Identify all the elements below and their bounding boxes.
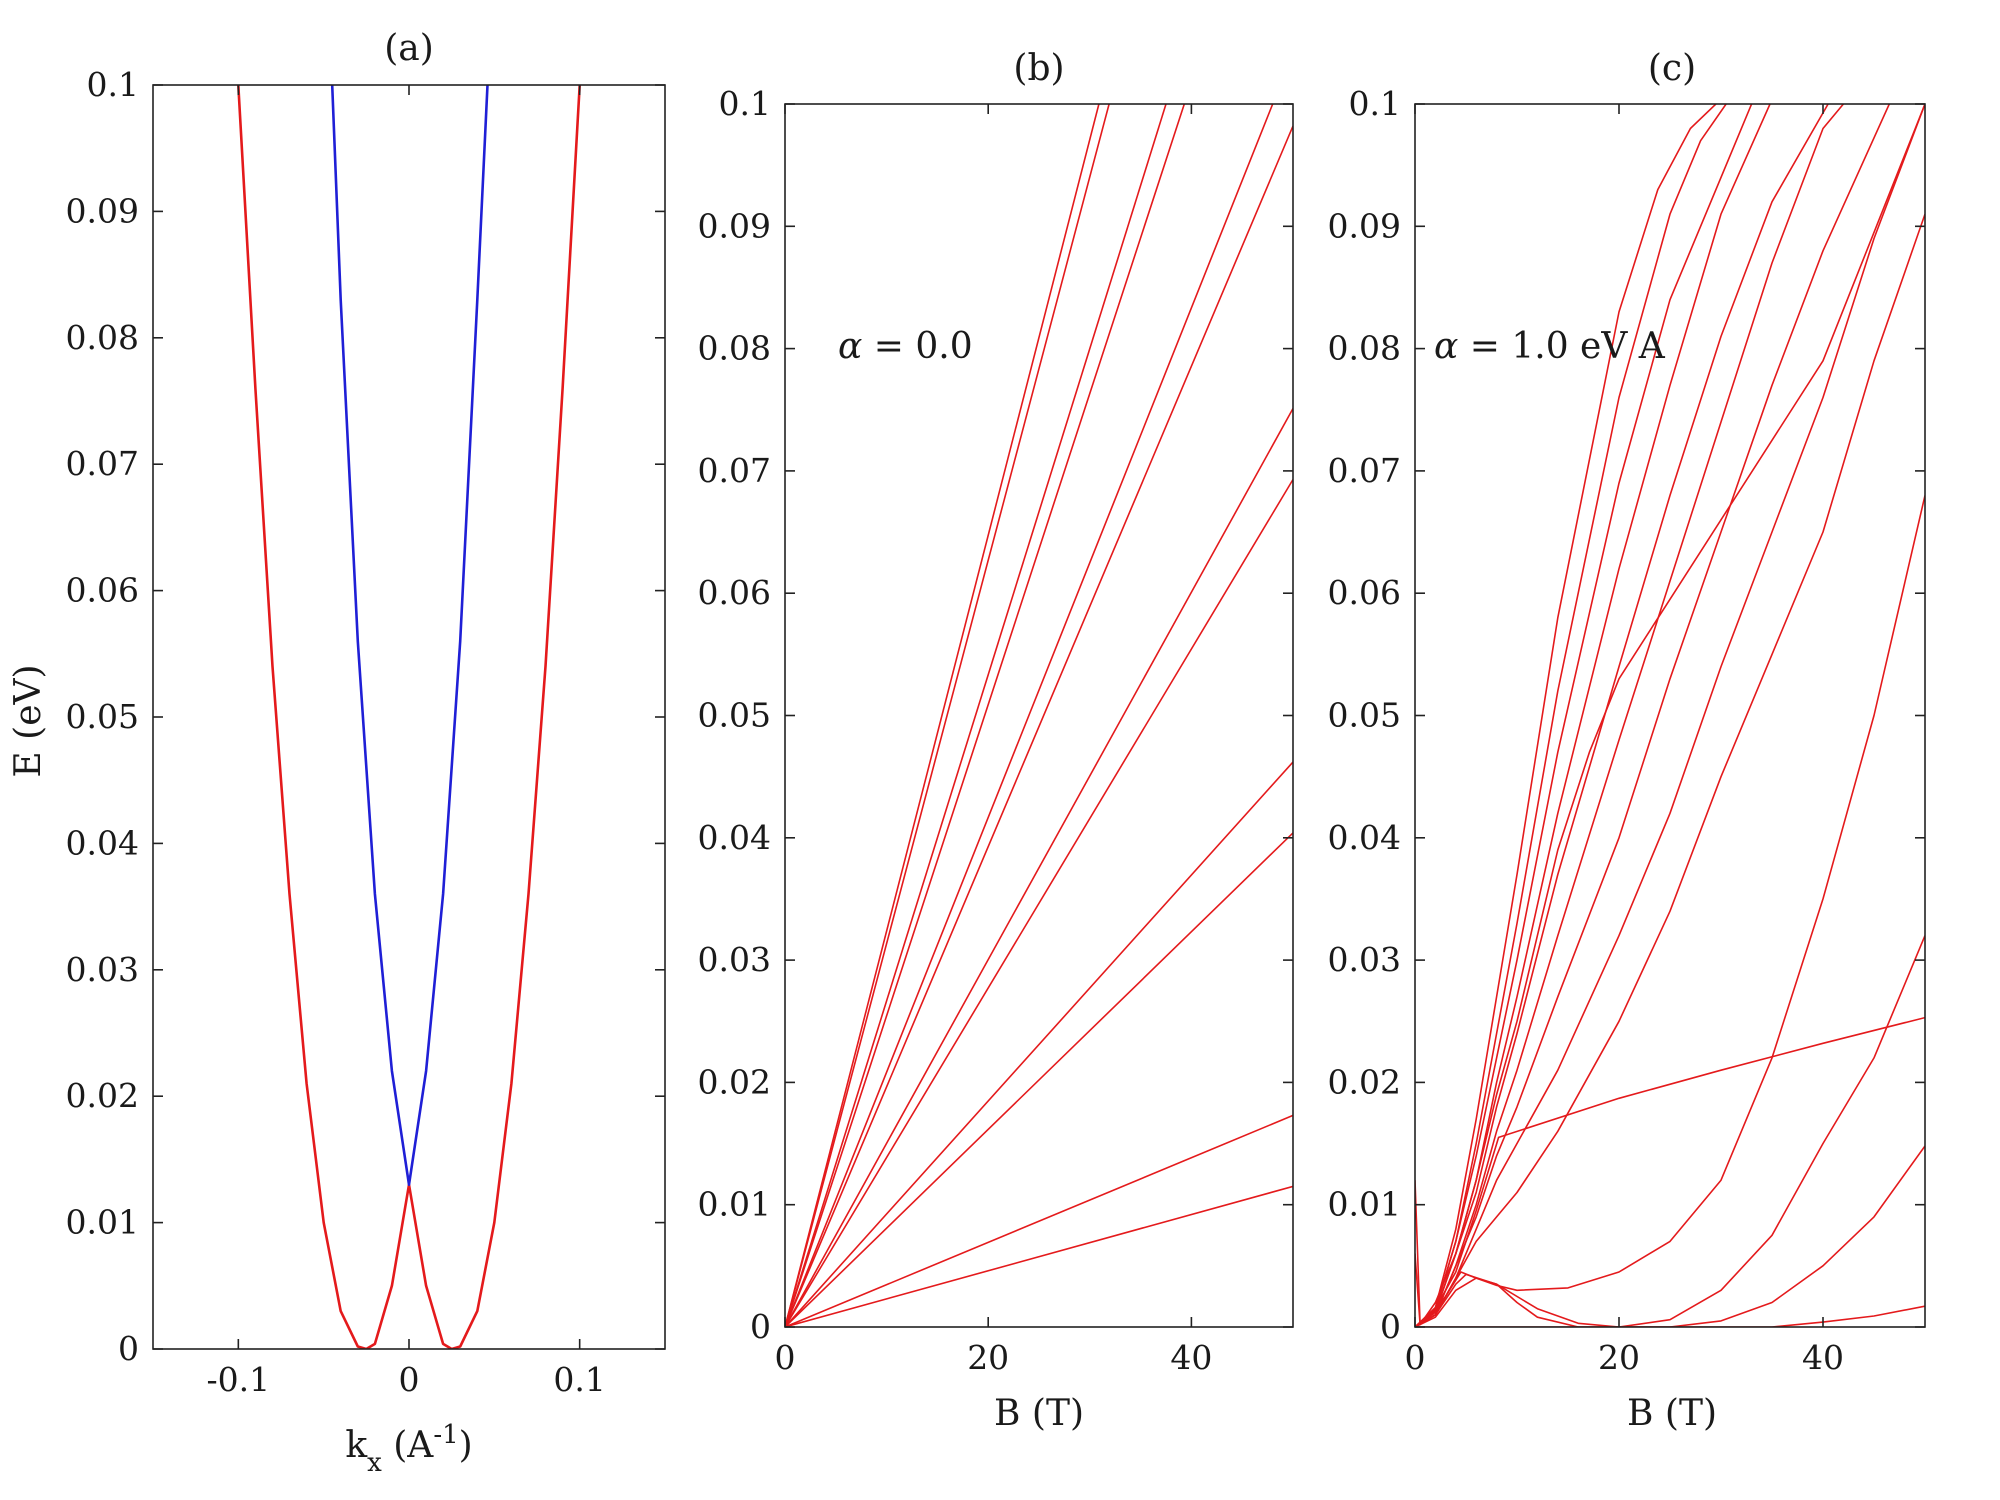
- panel-a-axes-frame: [152, 84, 666, 1350]
- panel-a-ytick-label-3: 0.03: [66, 950, 139, 989]
- panel-b-ytick-label-9: 0.09: [698, 206, 771, 245]
- panel-b-ytick-label-4: 0.04: [698, 818, 771, 857]
- panel-b-ytick-label-7: 0.07: [698, 451, 771, 490]
- panel-b-series-line-7: [785, 104, 1274, 1327]
- panel-b-series-line-3: [785, 761, 1293, 1327]
- panel-c-ytick-label-8: 0.08: [1328, 329, 1401, 368]
- panel-c-chart: 0 0.01 0.02 0.03 0.04 0.05 0.06 0.07 0.08 0.09 0.1…: [1328, 48, 1926, 1434]
- panel-b-series-line-9: [785, 104, 1167, 1327]
- panel-b-series-line-11: [785, 104, 1100, 1327]
- panel-a-xlabel-unit-close: ): [459, 1425, 473, 1466]
- panel-b-ytick-label-6: 0.06: [698, 573, 771, 612]
- panel-b-chart: 0 0.01 0.02 0.03 0.04 0.05 0.06 0.07 0.08 0.09 0.1…: [698, 48, 1294, 1434]
- panel-c-ytick-label-10: 0.1: [1349, 84, 1401, 123]
- panel-a-xtick-label-0: -0.1: [207, 1360, 271, 1399]
- panel-b-ytick-label-3: 0.03: [698, 940, 771, 979]
- panel-c-axes-frame: [1414, 103, 1926, 1328]
- panel-b-series-line-4: [785, 479, 1293, 1327]
- panel-b-alpha-annotation: α = 0.0: [838, 326, 973, 367]
- panel-c-ytick-label-2: 0.02: [1328, 1062, 1401, 1101]
- panel-a-ytick-label-9: 0.09: [66, 191, 139, 230]
- panel-c-ytick-label-4: 0.04: [1328, 818, 1401, 857]
- panel-b-series-line-6: [785, 125, 1293, 1327]
- panel-a-xtick-label-2: 0.1: [553, 1360, 605, 1399]
- panel-a-ytick-label-0: 0: [118, 1329, 139, 1368]
- panel-a-ytick-label-7: 0.07: [66, 444, 139, 483]
- panel-c-ytick-label-9: 0.09: [1328, 206, 1401, 245]
- panel-c-series-line-13: [1415, 104, 1727, 1327]
- panel-b-ytick-label-2: 0.02: [698, 1062, 771, 1101]
- panel-c-ytick-label-7: 0.07: [1328, 451, 1401, 490]
- panel-c-series-line-5: [1415, 1305, 1925, 1327]
- panel-c-ytick-label-3: 0.03: [1328, 940, 1401, 979]
- panel-a-xlabel-sup: -1: [433, 1420, 458, 1450]
- panel-c-ytick-label-6: 0.06: [1328, 573, 1401, 612]
- panel-a-chart: 0 0.01 0.02 0.03 0.04 0.05 0.06 0.07 0.08 0.09 0.1…: [8, 28, 666, 1478]
- panel-b-ytick-label-8: 0.08: [698, 329, 771, 368]
- panel-a-series-group: [237, 85, 581, 1349]
- panel-b-alpha-symbol: α: [838, 326, 862, 367]
- panel-c-series-line-7: [1415, 104, 1925, 1327]
- panel-a-ytick-label-5: 0.05: [66, 697, 139, 736]
- panel-c-title: (c): [1648, 48, 1696, 89]
- panel-c-series-line-12: [1415, 104, 1753, 1327]
- panel-a-ytick-label-4: 0.04: [66, 823, 139, 862]
- panel-c-series-line-9: [1415, 104, 1845, 1327]
- panel-a-ytick-label-10: 0.1: [87, 65, 139, 104]
- panel-c-ytick-label-5: 0.05: [1328, 696, 1401, 735]
- panel-c-series-line-11: [1415, 104, 1771, 1327]
- panel-b-plot-area: 0 0.01 0.02 0.03 0.04 0.05 0.06 0.07 0.08 0.09 0.1…: [698, 84, 1294, 1377]
- panel-c-xtick-label-2: 40: [1802, 1338, 1844, 1377]
- panel-c-ytick-label-1: 0.01: [1328, 1185, 1401, 1224]
- panel-a-xlabel: kx (A-1): [345, 1420, 472, 1478]
- panel-a-ytick-label-2: 0.02: [66, 1076, 139, 1115]
- panel-b-ytick-label-5: 0.05: [698, 696, 771, 735]
- panel-b-series-line-0: [785, 1185, 1293, 1327]
- panel-b-series-line-10: [785, 104, 1110, 1327]
- panel-b-ytick-label-1: 0.01: [698, 1185, 771, 1224]
- panel-a-plot-area: 0 0.01 0.02 0.03 0.04 0.05 0.06 0.07 0.08 0.09 0.1…: [66, 65, 666, 1399]
- panel-c-series-line-8: [1415, 104, 1891, 1327]
- panel-c-alpha-value: = 1.0 eV A: [1458, 326, 1665, 367]
- panel-c-series-line-3: [1415, 935, 1925, 1327]
- panel-b-series-line-5: [785, 408, 1293, 1327]
- panel-a-series-line-1: [330, 85, 489, 1186]
- panel-c-xtick-label-0: 0: [1405, 1338, 1426, 1377]
- panel-a-ylabel: E (eV): [8, 664, 49, 777]
- panel-b-series-line-1: [785, 1114, 1293, 1327]
- panel-c-alpha-annotation: α = 1.0 eV A: [1434, 326, 1666, 367]
- panel-a-series-line-0: [237, 85, 581, 1349]
- panel-c-alpha-symbol: α: [1434, 326, 1458, 367]
- panel-b-ytick-label-0: 0: [750, 1307, 771, 1346]
- panel-a-xlabel-main: k: [345, 1425, 368, 1466]
- panel-b-xtick-label-1: 20: [967, 1338, 1009, 1377]
- panel-a-xtick-label-1: 0: [399, 1360, 420, 1399]
- panel-a-ytick-label-8: 0.08: [66, 318, 139, 357]
- panel-b-alpha-value: = 0.0: [862, 326, 972, 367]
- panel-b-xlabel: B (T): [994, 1393, 1084, 1434]
- panel-c-series-line-1: [1415, 104, 1925, 1326]
- panel-a-xlabel-sub: x: [367, 1448, 382, 1478]
- panel-b-ytick-label-10: 0.1: [719, 84, 771, 123]
- panel-b-title: (b): [1013, 48, 1064, 89]
- panel-b-xtick-label-2: 40: [1170, 1338, 1212, 1377]
- panel-b-axes-frame: [784, 103, 1294, 1328]
- panel-b-xtick-label-0: 0: [775, 1338, 796, 1377]
- panel-c-plot-area: 0 0.01 0.02 0.03 0.04 0.05 0.06 0.07 0.08 0.09 0.1…: [1328, 84, 1926, 1377]
- panel-c-xlabel: B (T): [1627, 1393, 1717, 1434]
- panel-c-ytick-label-0: 0: [1380, 1307, 1401, 1346]
- panel-b-series-group: [785, 104, 1293, 1327]
- panel-c-series-line-4: [1415, 1145, 1925, 1327]
- panel-c-series-group: [1415, 104, 1925, 1327]
- panel-a-xlabel-unit-open: (A: [382, 1425, 434, 1466]
- panel-a-title: (a): [384, 28, 434, 69]
- panel-b-series-line-8: [785, 104, 1186, 1327]
- panel-a-ytick-label-1: 0.01: [66, 1203, 139, 1242]
- panel-c-series-line-14: [1415, 104, 1717, 1327]
- panel-b-series-line-2: [785, 832, 1293, 1327]
- panel-c-xtick-label-1: 20: [1598, 1338, 1640, 1377]
- panel-a-ytick-label-6: 0.06: [66, 571, 139, 610]
